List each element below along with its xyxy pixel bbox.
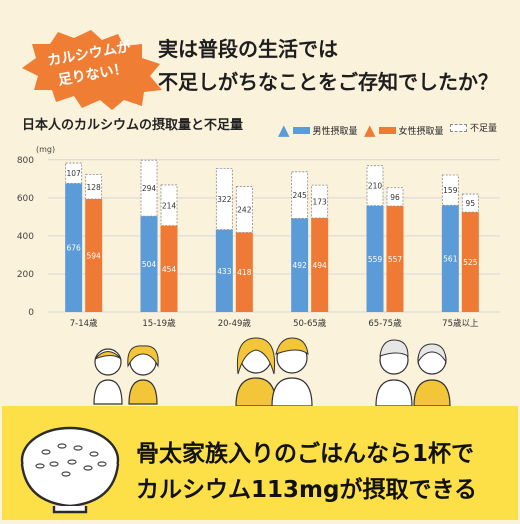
male-shortage-bar	[65, 162, 83, 184]
female-intake-label: 494	[313, 261, 328, 270]
y-tick-label: 200	[17, 270, 34, 280]
woman-illustration	[235, 337, 277, 406]
callout-badge: カルシウムが 足りない！	[16, 28, 166, 110]
male-intake-bar	[366, 205, 384, 312]
man-illustration	[271, 337, 313, 406]
y-tick-label: 600	[17, 194, 34, 204]
x-tick-label: 65-75歳	[368, 318, 402, 329]
female-intake-bar	[85, 198, 103, 312]
male-shortage-label: 245	[293, 191, 308, 200]
legend-male-swatch	[292, 126, 310, 134]
female-shortage-bar	[386, 187, 404, 207]
female-intake-label: 557	[388, 255, 403, 264]
x-tick-label: 20-49歳	[218, 318, 252, 329]
x-tick-label: 15-19歳	[142, 318, 176, 329]
legend-male: ▲ 男性摂取量	[278, 121, 358, 139]
y-tick-label: 400	[17, 232, 34, 242]
y-tick-label: 0	[28, 308, 34, 318]
female-shortage-bar	[85, 174, 103, 200]
female-intake-bar	[160, 225, 178, 312]
bar-chart: (mg) 0 200 400 600 800 676 107 594 128 7-14歳 504 294…	[17, 145, 500, 329]
y-tick-label: 800	[17, 156, 34, 166]
female-intake-bar	[386, 206, 404, 312]
male-intake-bar	[291, 218, 309, 312]
male-shortage-bar	[366, 165, 384, 207]
female-intake-bar	[311, 218, 329, 312]
female-shortage-bar	[235, 186, 253, 233]
male-shortage-label: 210	[368, 182, 383, 191]
headline-line-1: 実は普段の生活では	[158, 37, 338, 61]
legend-female-label: 女性摂取量	[398, 126, 444, 137]
male-shortage-bar	[140, 159, 158, 217]
legend-male-label: 男性摂取量	[312, 126, 358, 137]
male-intake-bar	[140, 216, 158, 312]
female-shortage-label: 242	[237, 205, 252, 214]
legend-female-swatch	[378, 126, 396, 134]
people-illustrations	[93, 337, 451, 406]
female-person-icon: ▲	[364, 121, 376, 139]
x-tick-label: 7-14歳	[70, 318, 98, 329]
child-girl-illustration	[127, 345, 159, 405]
starburst-shape	[22, 30, 162, 110]
headline-line-2: 不足しがちなことをご存知でしたか？	[158, 70, 498, 94]
male-shortage-label: 107	[67, 169, 82, 178]
male-shortage-bar	[215, 167, 233, 231]
female-shortage-label: 214	[162, 201, 177, 210]
female-intake-label: 454	[162, 265, 177, 274]
banner-text: 骨太家族入りのごはんなら1杯で カルシウム113mgが摂取できる	[136, 436, 477, 508]
female-shortage-label: 173	[313, 198, 328, 207]
elderly-man-illustration	[413, 343, 451, 406]
female-shortage-label: 128	[87, 183, 102, 192]
female-shortage-label: 95	[466, 199, 476, 208]
male-intake-bar	[215, 229, 233, 312]
legend-shortage: 不足量	[450, 121, 497, 134]
male-shortage-label: 294	[142, 184, 157, 193]
male-intake-bar	[441, 205, 459, 312]
legend-female: ▲ 女性摂取量	[364, 121, 444, 139]
y-axis-unit: (mg)	[36, 145, 55, 154]
male-intake-label: 433	[217, 267, 232, 276]
female-shortage-label: 96	[390, 193, 400, 202]
female-intake-label: 525	[463, 258, 478, 267]
x-tick-label: 50-65歳	[293, 318, 327, 329]
female-intake-label: 418	[237, 268, 252, 277]
child-boy-illustration	[93, 348, 123, 405]
male-intake-label: 676	[67, 244, 82, 253]
male-shortage-label: 159	[443, 186, 458, 195]
female-shortage-bar	[160, 184, 178, 227]
x-tick-label: 75歳以上	[442, 318, 479, 329]
female-intake-bar	[235, 232, 253, 312]
banner-line-2: カルシウム113mgが摂取できる	[136, 477, 477, 503]
elderly-woman-illustration	[375, 339, 413, 406]
male-intake-label: 492	[293, 261, 308, 270]
male-shortage-bar	[441, 174, 459, 206]
female-shortage-bar	[311, 184, 329, 219]
banner-line-1: 骨太家族入りのごはんなら1杯で	[136, 441, 475, 467]
male-shortage-label: 322	[217, 195, 232, 204]
male-intake-label: 504	[142, 260, 157, 269]
legend-shortage-swatch	[450, 123, 467, 132]
rice-bowl-icon	[20, 426, 120, 514]
headline: 実は普段の生活では 不足しがちなことをご存知でしたか？	[158, 33, 498, 99]
female-shortage-bar	[461, 193, 479, 213]
legend-shortage-label: 不足量	[470, 124, 498, 134]
male-intake-bar	[65, 183, 83, 312]
male-intake-label: 559	[368, 255, 383, 264]
female-intake-bar	[461, 212, 479, 312]
chart-title: 日本人のカルシウムの摂取量と不足量	[22, 118, 244, 133]
female-intake-label: 594	[87, 251, 102, 260]
bottom-banner: 骨太家族入りのごはんなら1杯で カルシウム113mgが摂取できる	[2, 406, 518, 520]
male-person-icon: ▲	[278, 121, 290, 139]
male-intake-label: 561	[443, 255, 458, 264]
male-shortage-bar	[291, 171, 309, 219]
